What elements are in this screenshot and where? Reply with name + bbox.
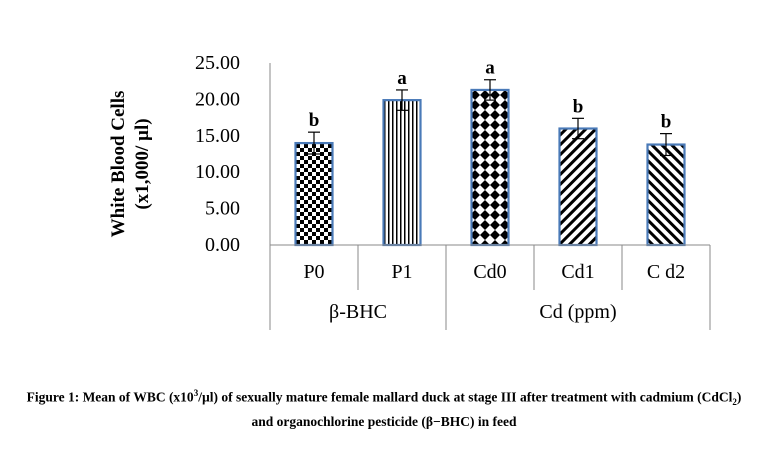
group-label-0: β-BHC	[329, 301, 387, 323]
error-bars	[308, 79, 672, 157]
caption-mid1: /µl) of sexually mature female mallard d…	[198, 389, 733, 405]
axes	[269, 63, 711, 330]
caption-prefix: Figure 1: Mean of WBC (x10	[26, 389, 194, 405]
bar-cd0	[470, 88, 510, 247]
y-axis-label-line1: White Blood Cells	[108, 91, 129, 238]
significance-labels: b a a b b	[309, 58, 672, 133]
y-axis-label-line2: (x1,000/ µl)	[132, 118, 153, 209]
figure-caption: Figure 1: Mean of WBC (x103/µl) of sexua…	[20, 384, 748, 431]
caption-sup: 3	[193, 388, 199, 398]
y-tick-label-5: 25.00	[195, 52, 240, 74]
group-labels: β-BHC Cd (ppm)	[329, 301, 617, 323]
significance-label-3: b	[573, 96, 584, 117]
y-axis-title: White Blood Cells (x1,000/ µl)	[108, 91, 153, 238]
category-label-3: Cd1	[561, 261, 594, 283]
category-label-2: Cd0	[473, 261, 506, 283]
bar-cd1	[558, 127, 598, 247]
category-label-0: P0	[303, 261, 324, 283]
bar-p0	[294, 141, 334, 247]
y-tick-label-4: 20.00	[195, 88, 240, 110]
caption-sub: 2	[732, 397, 737, 408]
bar-cd2	[646, 143, 686, 247]
category-label-4: C d2	[647, 261, 685, 283]
significance-label-1: a	[397, 68, 407, 89]
significance-label-4: b	[661, 112, 672, 133]
y-tick-label-2: 10.00	[195, 161, 240, 183]
significance-label-0: b	[309, 110, 320, 131]
bars	[294, 88, 686, 247]
category-labels: P0 P1 Cd0 Cd1 C d2	[303, 261, 685, 283]
significance-label-2: a	[485, 58, 495, 79]
y-tick-label-0: 0.00	[205, 234, 240, 256]
bar-p1	[382, 99, 422, 247]
y-tick-label-3: 15.00	[195, 125, 240, 147]
caption-mid2: ) and organochlorine pesticide (β−BHC) i…	[251, 389, 742, 430]
category-label-1: P1	[391, 261, 412, 283]
y-tick-label-1: 5.00	[205, 198, 240, 220]
wbc-bar-chart: White Blood Cells (x1,000/ µl) 0.00 5.00 1…	[108, 52, 711, 330]
y-tick-labels: 0.00 5.00 10.00 15.00 20.00 25.00	[195, 52, 240, 256]
group-label-1: Cd (ppm)	[539, 301, 616, 323]
